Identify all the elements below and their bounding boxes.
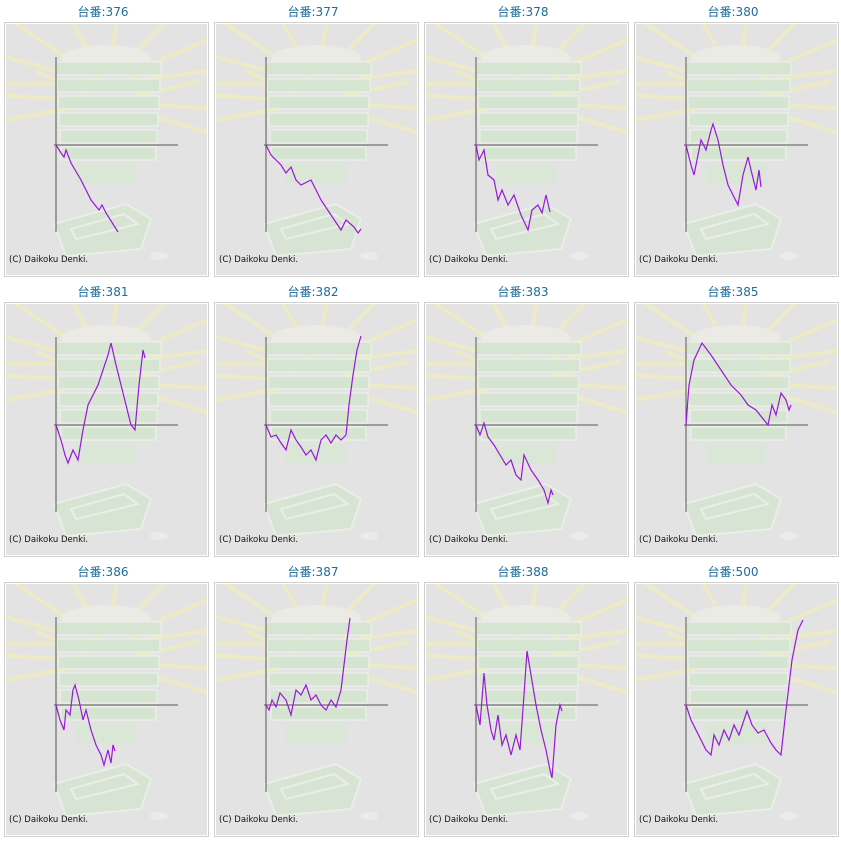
chart-area: (C) Daikoku Denki.: [636, 584, 837, 835]
slump-graph: [6, 24, 207, 260]
chart-frame: (C) Daikoku Denki.: [214, 22, 419, 277]
slump-graph: [6, 584, 207, 820]
chart-panel: 台番:376 (C) Daikoku Denki.: [0, 0, 209, 280]
copyright-text: (C) Daikoku Denki.: [429, 535, 509, 545]
chart-area: (C) Daikoku Denki.: [636, 304, 837, 555]
background-illustration: [426, 584, 627, 820]
chart-frame: (C) Daikoku Denki.: [424, 22, 629, 277]
chart-panel: 台番:387 (C) Daikoku Denki.: [210, 560, 419, 840]
series-line: [55, 342, 146, 465]
slump-graph: [636, 304, 837, 540]
copyright-text: (C) Daikoku Denki.: [9, 535, 89, 545]
chart-panel: 台番:386 (C) Daikoku Denki.: [0, 560, 209, 840]
slump-graph: [426, 24, 627, 260]
series-line: [55, 683, 116, 768]
machine-number-title[interactable]: 台番:387: [287, 565, 339, 579]
background-illustration: [636, 24, 837, 260]
chart-frame: (C) Daikoku Denki.: [634, 22, 839, 277]
chart-panel: 台番:382 (C) Daikoku Denki.: [210, 280, 419, 560]
chart-area: (C) Daikoku Denki.: [426, 584, 627, 835]
series-line: [55, 144, 119, 233]
series-line: [475, 144, 551, 232]
chart-frame: (C) Daikoku Denki.: [634, 302, 839, 557]
chart-area: (C) Daikoku Denki.: [216, 24, 417, 275]
slump-graph: [636, 24, 837, 260]
chart-frame: (C) Daikoku Denki.: [634, 582, 839, 837]
copyright-text: (C) Daikoku Denki.: [639, 255, 719, 265]
chart-area: (C) Daikoku Denki.: [6, 24, 207, 275]
chart-panel: 台番:385 (C) Daikoku Denki.: [630, 280, 839, 560]
series-line: [265, 617, 351, 718]
chart-panel: 台番:388 (C) Daikoku Denki.: [420, 560, 629, 840]
series-line: [475, 420, 554, 506]
chart-panel: 台番:381 (C) Daikoku Denki.: [0, 280, 209, 560]
background-illustration: [216, 24, 417, 260]
background-illustration: [636, 304, 837, 540]
chart-panel: 台番:378 (C) Daikoku Denki.: [420, 0, 629, 280]
machine-number-title[interactable]: 台番:388: [497, 565, 549, 579]
background-illustration: [426, 24, 627, 260]
chart-area: (C) Daikoku Denki.: [6, 304, 207, 555]
machine-number-title[interactable]: 台番:376: [77, 5, 129, 19]
slump-graph: [426, 584, 627, 820]
chart-frame: (C) Daikoku Denki.: [214, 302, 419, 557]
chart-panel: 台番:377 (C) Daikoku Denki.: [210, 0, 419, 280]
chart-panel: 台番:383 (C) Daikoku Denki.: [420, 280, 629, 560]
chart-area: (C) Daikoku Denki.: [216, 304, 417, 555]
copyright-text: (C) Daikoku Denki.: [9, 255, 89, 265]
slump-graph: [426, 304, 627, 540]
chart-panel: 台番:380 (C) Daikoku Denki.: [630, 0, 839, 280]
series-line: [475, 650, 563, 779]
slump-graph: [216, 24, 417, 260]
background-illustration: [426, 304, 627, 540]
chart-area: (C) Daikoku Denki.: [216, 584, 417, 835]
machine-number-title[interactable]: 台番:382: [287, 285, 339, 299]
copyright-text: (C) Daikoku Denki.: [429, 255, 509, 265]
copyright-text: (C) Daikoku Denki.: [429, 815, 509, 825]
chart-frame: (C) Daikoku Denki.: [4, 22, 209, 277]
machine-number-title[interactable]: 台番:385: [707, 285, 759, 299]
background-illustration: [6, 24, 207, 260]
chart-frame: (C) Daikoku Denki.: [424, 582, 629, 837]
machine-number-title[interactable]: 台番:381: [77, 285, 129, 299]
copyright-text: (C) Daikoku Denki.: [9, 815, 89, 825]
machine-number-title[interactable]: 台番:380: [707, 5, 759, 19]
slump-graph: [636, 584, 837, 820]
background-illustration: [636, 584, 837, 820]
copyright-text: (C) Daikoku Denki.: [219, 815, 299, 825]
series-line: [265, 144, 362, 235]
chart-area: (C) Daikoku Denki.: [426, 304, 627, 555]
copyright-text: (C) Daikoku Denki.: [219, 535, 299, 545]
background-illustration: [6, 304, 207, 540]
chart-area: (C) Daikoku Denki.: [636, 24, 837, 275]
slump-graph: [216, 584, 417, 820]
background-illustration: [216, 584, 417, 820]
machine-number-title[interactable]: 台番:386: [77, 565, 129, 579]
copyright-text: (C) Daikoku Denki.: [219, 255, 299, 265]
chart-frame: (C) Daikoku Denki.: [4, 302, 209, 557]
background-illustration: [216, 304, 417, 540]
slump-graph: [216, 304, 417, 540]
machine-number-title[interactable]: 台番:383: [497, 285, 549, 299]
chart-area: (C) Daikoku Denki.: [426, 24, 627, 275]
slump-graph: [6, 304, 207, 540]
background-illustration: [6, 584, 207, 820]
chart-frame: (C) Daikoku Denki.: [214, 582, 419, 837]
machine-number-title[interactable]: 台番:500: [707, 565, 759, 579]
chart-frame: (C) Daikoku Denki.: [424, 302, 629, 557]
chart-frame: (C) Daikoku Denki.: [4, 582, 209, 837]
chart-panel: 台番:500 (C) Daikoku Denki.: [630, 560, 839, 840]
chart-area: (C) Daikoku Denki.: [6, 584, 207, 835]
machine-number-title[interactable]: 台番:377: [287, 5, 339, 19]
series-line: [685, 619, 804, 757]
series-line: [685, 341, 792, 427]
series-line: [685, 122, 762, 207]
series-line: [265, 335, 362, 462]
copyright-text: (C) Daikoku Denki.: [639, 535, 719, 545]
machine-number-title[interactable]: 台番:378: [497, 5, 549, 19]
copyright-text: (C) Daikoku Denki.: [639, 815, 719, 825]
